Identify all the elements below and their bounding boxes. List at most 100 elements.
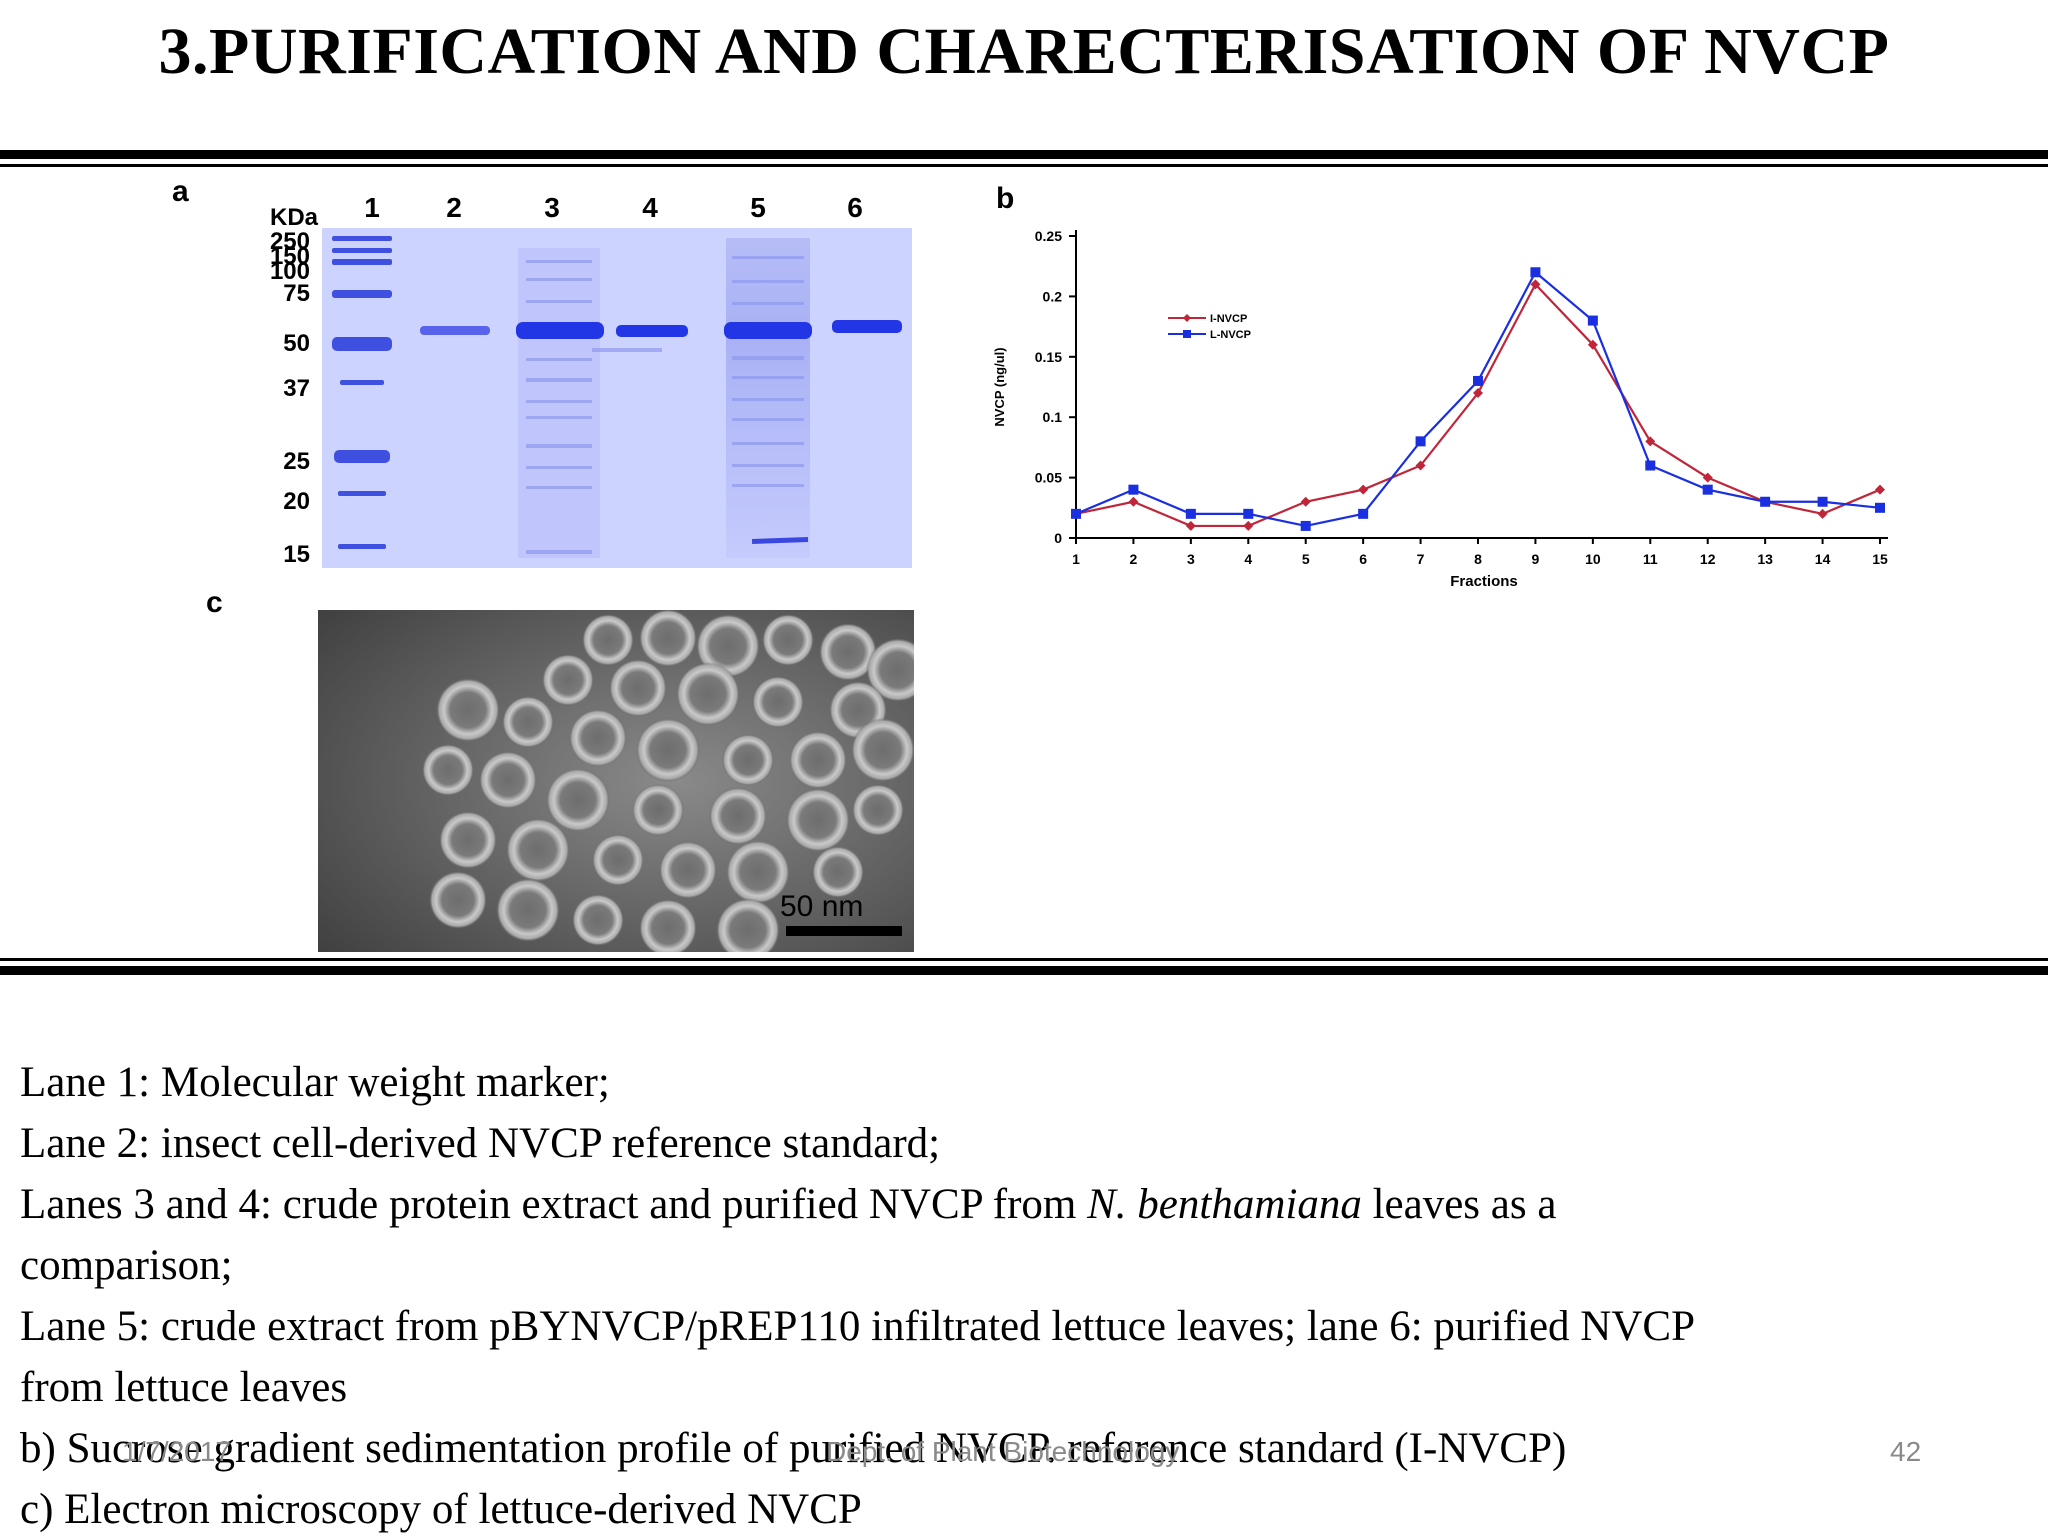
caption-line-1: Lane 1: Molecular weight marker;	[20, 1059, 610, 1106]
virus-like-particle	[422, 744, 474, 796]
point-l-nvcp	[1530, 267, 1541, 278]
x-tick-label: 7	[1417, 551, 1425, 567]
virus-like-particle	[726, 840, 790, 904]
virus-like-particle	[542, 654, 594, 706]
point-i-nvcp	[1587, 339, 1598, 350]
point-l-nvcp	[1587, 315, 1598, 326]
top-rule-thin	[0, 164, 2048, 167]
point-i-nvcp	[1185, 520, 1196, 531]
point-i-nvcp	[1645, 436, 1656, 447]
virus-like-particle	[709, 787, 767, 845]
virus-like-particle	[752, 676, 804, 728]
caption-line-3-a: Lanes 3 and 4: crude protein extract and…	[20, 1181, 1088, 1228]
virus-like-particle	[439, 811, 497, 869]
x-tick-label: 6	[1359, 551, 1367, 567]
footer-date: 1/7/2017	[122, 1436, 231, 1467]
marker-label-100: 100	[269, 258, 310, 285]
series-line-i-nvcp	[1075, 282, 1881, 528]
lane-number-6: 6	[847, 192, 863, 223]
x-tick-label: 11	[1643, 551, 1658, 567]
y-tick-label: 0	[1054, 530, 1062, 546]
minor-bands	[526, 256, 804, 554]
sds-page-gel	[322, 228, 912, 568]
point-l-nvcp	[1415, 436, 1426, 447]
point-i-nvcp	[1817, 508, 1828, 519]
x-tick-label: 3	[1187, 551, 1195, 567]
virus-like-particle	[569, 709, 627, 767]
virus-like-particle	[819, 623, 877, 681]
virus-like-particle	[609, 659, 667, 717]
caption-species: N. benthamiana	[1087, 1181, 1362, 1228]
virus-like-particle	[632, 784, 684, 836]
lane-number-1: 1	[364, 192, 380, 223]
virus-like-particle	[582, 614, 634, 666]
point-i-nvcp	[1358, 484, 1369, 495]
x-tick-label: 10	[1585, 551, 1601, 567]
point-i-nvcp	[1530, 279, 1541, 290]
caption-line-5: Lane 5: crude extract from pBYNVCP/pREP1…	[20, 1303, 1695, 1350]
virus-like-particle	[479, 751, 537, 809]
x-tick-label: 1	[1072, 551, 1080, 567]
point-l-nvcp	[1185, 508, 1196, 519]
y-tick-label: 0.2	[1043, 288, 1063, 304]
point-i-nvcp	[1243, 520, 1254, 531]
virus-like-particle	[716, 898, 780, 952]
point-i-nvcp	[1473, 388, 1483, 399]
slide-title: 3.PURIFICATION AND CHARECTERISATION OF N…	[158, 15, 1890, 88]
legend-label-l-nvcp: L-NVCP	[1210, 329, 1251, 341]
marker-label-250: 250	[269, 228, 310, 255]
legend-marker-i-nvcp	[1183, 314, 1191, 322]
y-axis-label: NVCP (ng/ul)	[992, 347, 1007, 426]
virus-like-particle	[722, 734, 774, 786]
x-tick-label: 15	[1872, 551, 1888, 567]
legend-label-i-nvcp: I-NVCP	[1210, 313, 1247, 325]
point-i-nvcp	[1875, 484, 1885, 495]
virus-like-particle	[502, 696, 554, 748]
x-tick-label: 12	[1700, 551, 1716, 567]
point-i-nvcp	[1128, 496, 1139, 507]
marker-label-75: 75	[283, 280, 310, 307]
virus-like-particle	[789, 731, 847, 789]
y-tick-label: 0.1	[1043, 409, 1063, 425]
point-l-nvcp	[1300, 520, 1311, 531]
point-l-nvcp	[1071, 508, 1081, 519]
marker-ladder	[332, 236, 392, 549]
caption-line-8: c) Electron microscopy of lettuce-derive…	[20, 1486, 862, 1533]
virus-like-particle	[592, 834, 644, 886]
x-tick-label: 2	[1130, 551, 1138, 567]
caption-line-7: b) Sucrose gradient sedimentation profil…	[20, 1425, 1567, 1472]
virus-like-particle	[546, 768, 610, 832]
point-l-nvcp	[1760, 496, 1771, 507]
virus-like-particle	[786, 788, 850, 852]
panel-c-label: c	[206, 586, 223, 619]
scale-bar-label: 50 nm	[780, 890, 863, 923]
virus-like-particle	[429, 871, 487, 929]
marker-label-20: 20	[283, 488, 310, 515]
x-tick-label: 4	[1244, 551, 1252, 567]
point-i-nvcp	[1415, 460, 1426, 471]
virus-like-particle	[812, 846, 864, 898]
point-l-nvcp	[1358, 508, 1369, 519]
bottom-rule-thick	[0, 966, 2048, 975]
virus-like-particle	[852, 784, 904, 836]
gel-bands	[332, 236, 902, 558]
nvcp-bands	[420, 320, 902, 339]
caption-line-4: comparison;	[20, 1242, 233, 1289]
virus-like-particle	[639, 610, 697, 667]
x-tick-label: 14	[1815, 551, 1831, 567]
y-tick-label: 0.05	[1035, 470, 1062, 486]
virus-like-particle	[639, 899, 697, 952]
lane-number-2: 2	[446, 192, 462, 223]
marker-label-15: 15	[283, 541, 310, 568]
virus-like-particle	[676, 662, 740, 726]
marker-label-37: 37	[283, 375, 310, 402]
virus-like-particle	[506, 818, 570, 882]
point-l-nvcp	[1645, 460, 1656, 471]
x-axis-label: Fractions	[1450, 573, 1518, 590]
lane-5-low-band	[751, 537, 809, 544]
y-tick-label: 0.25	[1035, 228, 1062, 244]
lane-number-5: 5	[750, 192, 766, 223]
virus-like-particle	[572, 894, 624, 946]
virus-like-particle	[762, 614, 814, 666]
